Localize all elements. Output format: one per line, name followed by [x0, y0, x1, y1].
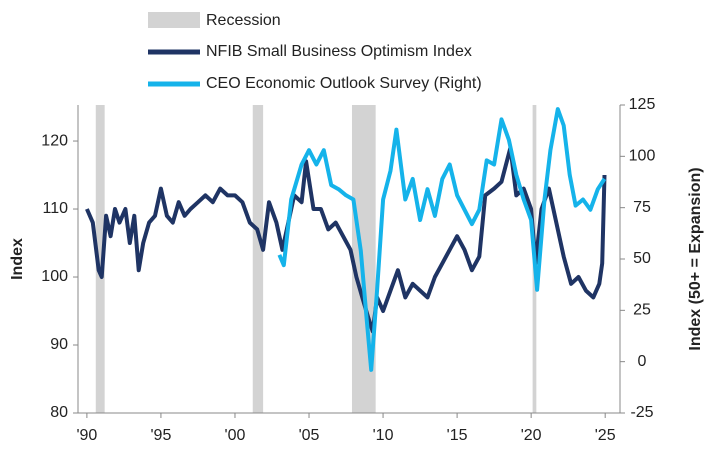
y-tick-label: 100: [41, 268, 68, 285]
legend-swatch: [148, 12, 200, 28]
y2-axis-title: Index (50+ = Expansion): [687, 167, 704, 350]
legend-label: NFIB Small Business Optimism Index: [206, 43, 472, 60]
y2-tick-label: 25: [633, 302, 651, 319]
y-axis-title: Index: [9, 238, 26, 280]
y-tick-label: 120: [41, 132, 68, 149]
y2-tick-label: 0: [638, 353, 647, 370]
y2-tick-label: 50: [633, 250, 651, 267]
y-tick-label: 110: [42, 200, 68, 217]
x-tick-label: '95: [150, 427, 171, 444]
y-tick-label: 90: [50, 336, 68, 353]
x-tick-label: '10: [373, 427, 394, 444]
recession-band: [95, 105, 105, 413]
legend-label: Recession: [206, 12, 281, 29]
series-line: [277, 107, 607, 372]
x-tick-label: '05: [299, 427, 320, 444]
y2-tick-label: 125: [629, 96, 656, 113]
y-tick-label: 80: [50, 404, 68, 421]
x-tick-label: '00: [225, 427, 246, 444]
x-tick-label: '90: [76, 427, 97, 444]
series-line: [85, 145, 607, 334]
x-tick-label: '15: [447, 427, 468, 444]
y2-tick-label: 75: [633, 199, 651, 216]
x-tick-label: '20: [521, 427, 542, 444]
legend-label: CEO Economic Outlook Survey (Right): [206, 75, 482, 92]
recession-band: [252, 105, 264, 413]
y2-tick-label: -25: [630, 404, 653, 421]
y2-tick-label: 100: [629, 148, 656, 165]
x-tick-label: '25: [595, 427, 616, 444]
